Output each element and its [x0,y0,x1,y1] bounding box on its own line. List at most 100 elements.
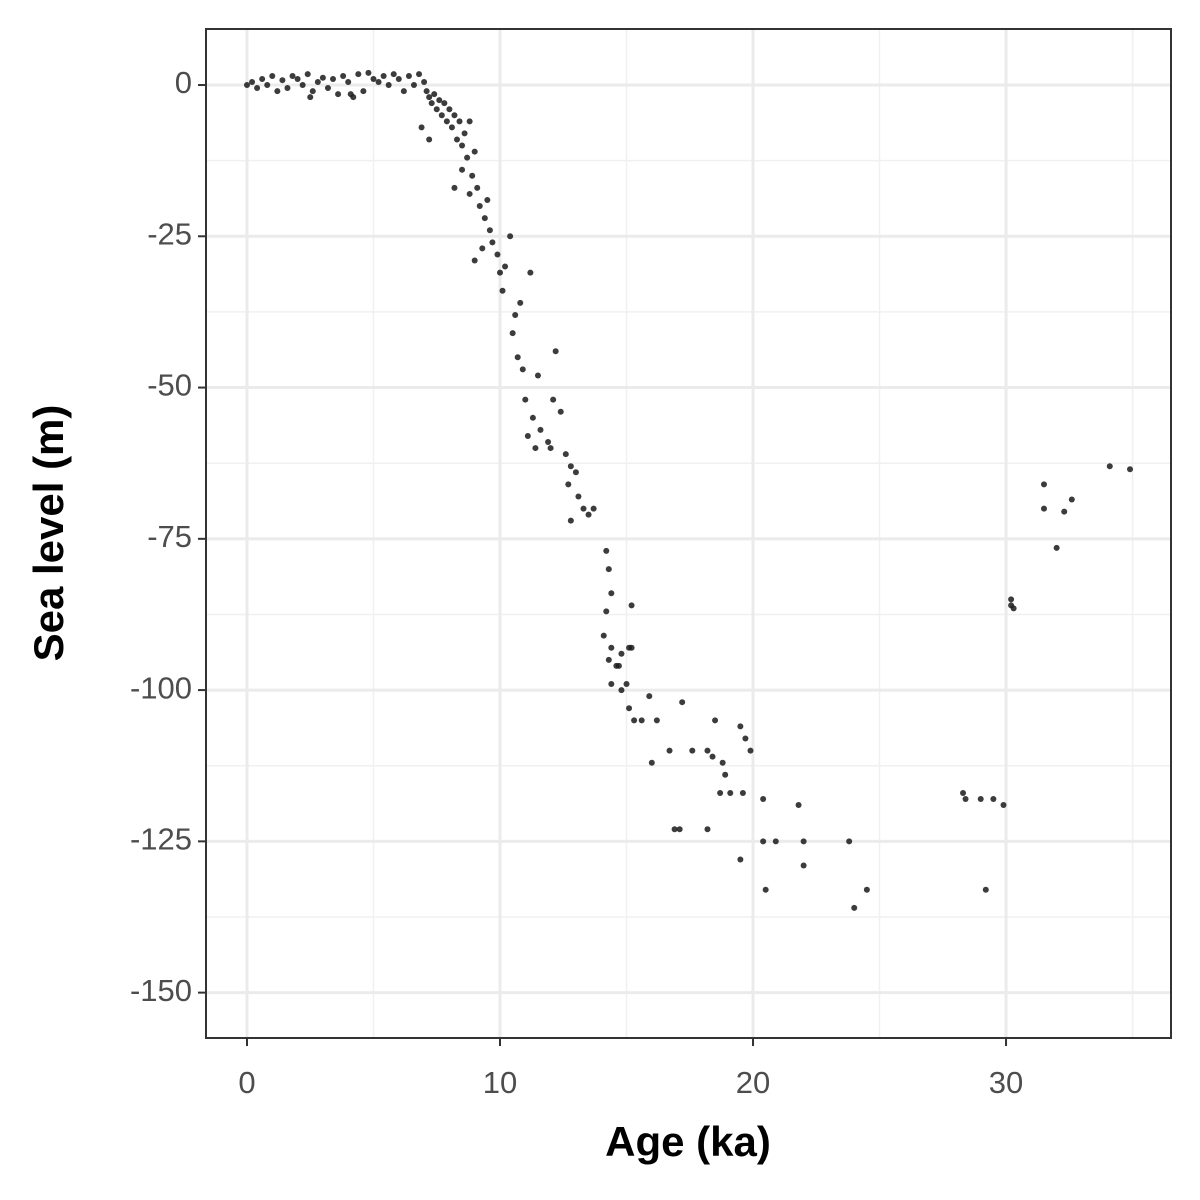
point [709,753,716,760]
point [474,184,481,191]
point [628,644,635,651]
point [982,886,989,893]
panel-border [205,28,1172,1039]
point [626,705,633,712]
point [572,469,579,476]
point [324,85,331,92]
point [423,88,430,95]
point [666,747,673,754]
point [294,75,301,82]
point [990,796,997,803]
x-axis-title: Age (ka) [605,1118,771,1165]
point [426,136,433,143]
point [330,75,337,82]
point [385,82,392,89]
point [737,856,744,863]
point [648,759,655,766]
point [514,354,521,361]
point [618,650,625,657]
point [1106,463,1113,470]
point [451,184,458,191]
point [527,269,534,276]
point [304,71,311,78]
point [471,148,478,155]
point [605,566,612,573]
point [459,166,466,173]
point [512,311,519,318]
y-axis-title: Sea level (m) [25,405,72,662]
point [436,97,443,104]
point [269,72,276,79]
point [603,608,610,615]
point [565,481,572,488]
point [365,69,372,76]
point [671,826,678,833]
point [727,789,734,796]
point [646,693,653,700]
point [395,75,402,82]
point [1040,505,1047,512]
point [795,802,802,809]
y-tick-label: -75 [147,519,192,554]
point [314,79,321,86]
point [676,826,683,833]
point [405,72,412,79]
point [1068,496,1075,503]
point [977,796,984,803]
point [1053,544,1060,551]
point [653,717,660,724]
point [846,838,853,845]
point [426,94,433,101]
point [552,348,559,355]
point [340,72,347,79]
point [489,239,496,246]
point [608,644,615,651]
point [532,445,539,452]
point [615,662,622,669]
x-tick-label: 10 [483,1065,517,1100]
point [443,118,450,125]
point [800,838,807,845]
point [279,77,286,84]
point [717,789,724,796]
point [712,717,719,724]
point [418,124,425,131]
point [464,154,471,161]
point [380,72,387,79]
point [529,414,536,421]
point [562,451,569,458]
point [451,112,458,119]
point [400,88,407,95]
point [704,747,711,754]
point [375,79,382,86]
point [390,71,397,78]
point [370,75,377,82]
point [507,233,514,240]
point [421,79,428,86]
x-tick-label: 30 [989,1065,1023,1100]
point [456,118,463,125]
point [1008,596,1015,603]
point [459,142,466,149]
point [522,396,529,403]
point [603,547,610,554]
point [416,71,423,78]
point [534,372,541,379]
y-tick-label: -50 [147,368,192,403]
point [448,124,455,131]
point [739,789,746,796]
point [567,463,574,470]
point [299,82,306,89]
point [747,747,754,754]
point [509,330,516,337]
point [623,681,630,688]
point [704,826,711,833]
point [259,75,266,82]
point [537,426,544,433]
point [476,203,483,210]
point [1127,466,1134,473]
point [453,136,460,143]
point [441,100,448,107]
point [547,445,554,452]
